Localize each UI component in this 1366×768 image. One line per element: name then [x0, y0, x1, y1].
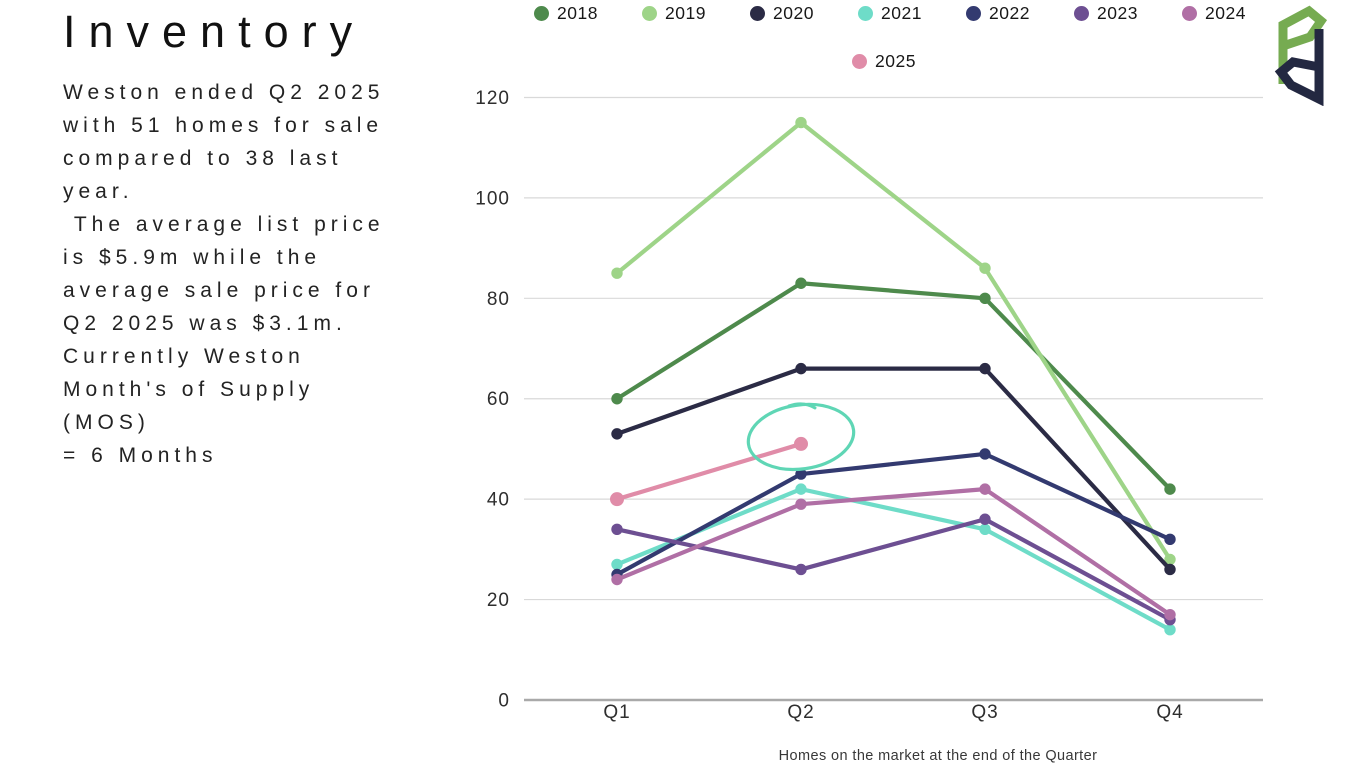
series-dot-2024-Q4 [1164, 608, 1176, 621]
legend-dot-2024 [1182, 6, 1197, 21]
x-tick-label-Q1: Q1 [603, 702, 630, 723]
series-dot-2018-Q1 [611, 393, 623, 405]
legend-dot-2018 [534, 6, 549, 21]
series-dot-2018-Q4 [1164, 483, 1176, 495]
series-dot-2025-Q2 [794, 436, 808, 451]
legend-item-2022: 2022 [966, 3, 1030, 24]
chart-legend-row-1: 2018 2019 2020 2021 2022 2023 2024 [534, 3, 1246, 24]
series-dot-2020-Q4 [1164, 563, 1176, 576]
series-dot-2024-Q2 [795, 498, 807, 510]
pd-logo-icon [1274, 5, 1328, 106]
legend-item-2020: 2020 [750, 3, 814, 24]
legend-dot-2025 [852, 54, 867, 69]
series-dot-2021-Q2 [795, 483, 807, 495]
legend-dot-2021 [858, 6, 873, 21]
series-line-2024 [614, 487, 1173, 617]
legend-label: 2023 [1097, 3, 1138, 23]
legend-label: 2018 [557, 3, 598, 23]
series-dot-2019-Q4 [1164, 553, 1176, 566]
series-dot-2018-Q2 [795, 277, 807, 289]
summary-text: Weston ended Q2 2025 with 51 homes for s… [63, 81, 385, 468]
y-tick-label-20: 20 [487, 590, 510, 611]
y-tick-label-120: 120 [475, 88, 510, 109]
series-line-2019 [614, 120, 1173, 562]
y-tick-label-40: 40 [487, 490, 510, 511]
legend-label: 2019 [665, 3, 706, 23]
legend-label: 2021 [881, 3, 922, 23]
series-dot-2022-Q3 [979, 448, 991, 460]
summary-panel: Inventory Weston ended Q2 2025 with 51 h… [63, 4, 463, 472]
x-tick-label-Q4: Q4 [1156, 702, 1183, 723]
legend-item-2019: 2019 [642, 3, 706, 24]
series-dot-2021-Q1 [611, 558, 623, 571]
legend-dot-2022 [966, 6, 981, 21]
series-line-2020 [614, 366, 1173, 572]
legend-item-2024: 2024 [1182, 3, 1246, 24]
series-dot-2024-Q3 [979, 483, 991, 495]
y-tick-label-80: 80 [487, 289, 510, 310]
series-dot-2023-Q1 [611, 523, 623, 535]
series-dot-2020-Q1 [611, 428, 623, 440]
legend-label: 2024 [1205, 3, 1246, 23]
legend-item-2023: 2023 [1074, 3, 1138, 24]
series-dot-2021-Q3 [979, 523, 991, 535]
series-dot-2019-Q1 [611, 267, 623, 279]
series-line-2022 [614, 451, 1173, 577]
chart-caption: Homes on the market at the end of the Qu… [779, 748, 1098, 764]
series-dot-2022-Q2 [795, 468, 807, 480]
y-tick-label-60: 60 [487, 389, 510, 410]
series-dot-2025-Q1 [610, 492, 624, 507]
x-tick-label-Q2: Q2 [787, 702, 814, 723]
y-tick-label-0: 0 [498, 691, 510, 712]
series-line-2018 [614, 281, 1173, 492]
page-title: Inventory [63, 6, 366, 57]
logo-letter-d [1274, 29, 1324, 106]
legend-label: 2025 [875, 51, 916, 71]
series-dot-2024-Q1 [611, 573, 623, 586]
series-dot-2020-Q2 [795, 362, 807, 375]
series-dot-2018-Q3 [979, 292, 991, 305]
series-line-2023 [614, 517, 1173, 622]
legend-dot-2020 [750, 6, 765, 21]
series-dot-2020-Q3 [979, 362, 991, 375]
series-dot-2019-Q2 [795, 116, 807, 129]
series-line-2021 [614, 487, 1173, 632]
legend-label: 2022 [989, 3, 1030, 23]
inventory-line-chart: 0 20 40 60 80 100 120 Q1 Q2 Q3 Q4 Homes on the mark… [475, 88, 1263, 764]
legend-label: 2020 [773, 3, 814, 23]
series-dot-2021-Q4 [1164, 624, 1176, 636]
series-dot-2023-Q2 [795, 563, 807, 576]
annotation-ellipse-flourish [787, 402, 817, 410]
series-dot-2019-Q3 [979, 262, 991, 274]
y-tick-label-100: 100 [475, 188, 510, 209]
series-dot-2022-Q4 [1164, 533, 1176, 546]
x-tick-label-Q3: Q3 [971, 702, 998, 723]
legend-item-2018: 2018 [534, 3, 598, 24]
legend-dot-2019 [642, 6, 657, 21]
series-dot-2023-Q3 [979, 513, 991, 525]
legend-item-2025: 2025 [852, 51, 916, 72]
series-line-2025 [614, 441, 804, 502]
legend-dot-2023 [1074, 6, 1089, 21]
chart-legend-row-2: 2025 [852, 51, 916, 72]
logo-letter-p [1278, 5, 1328, 84]
legend-item-2021: 2021 [858, 3, 922, 24]
